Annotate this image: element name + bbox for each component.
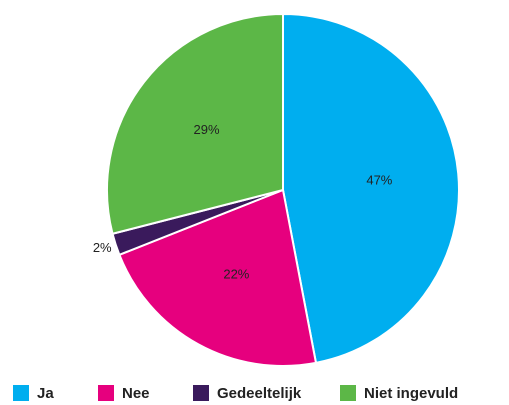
legend-swatch [98, 385, 114, 401]
legend-swatch [13, 385, 29, 401]
legend-label: Niet ingevuld [364, 385, 458, 402]
legend-label: Ja [37, 385, 54, 402]
pie-slice [282, 12, 460, 365]
legend-label: Nee [122, 385, 150, 402]
data-label: 22% [223, 266, 249, 281]
pie-slice [106, 12, 284, 235]
legend-swatch [193, 385, 209, 401]
data-label: 2% [93, 240, 112, 255]
data-label: 47% [366, 172, 392, 187]
pie-slice [118, 188, 318, 367]
legend-swatch [340, 385, 356, 401]
data-label: 29% [193, 122, 219, 137]
legend-label: Gedeeltelijk [217, 385, 302, 402]
